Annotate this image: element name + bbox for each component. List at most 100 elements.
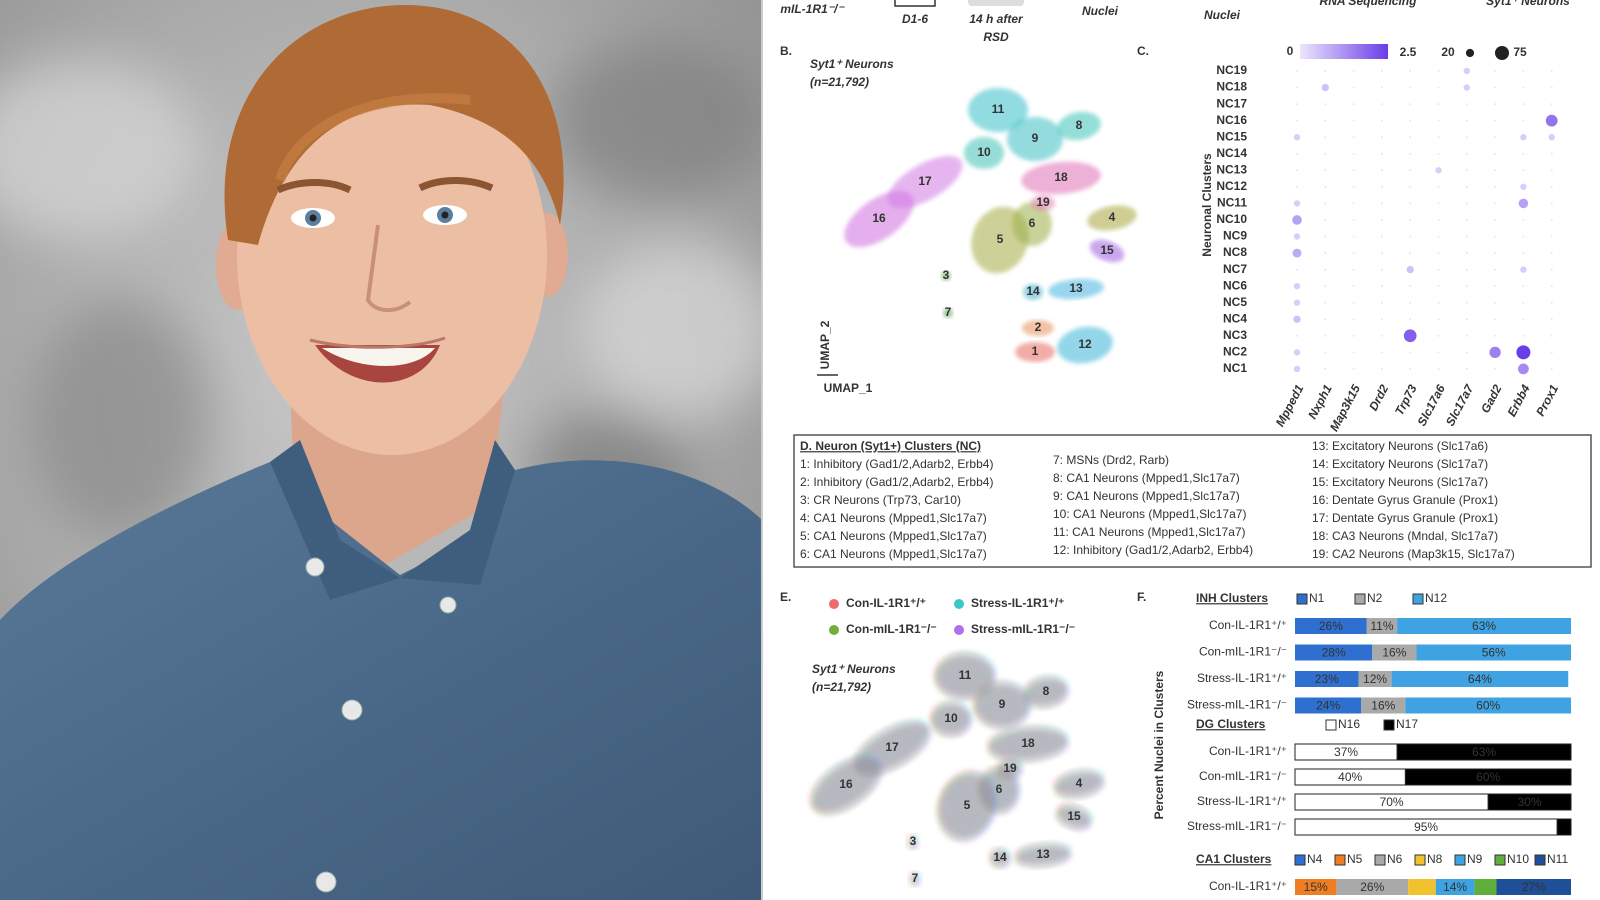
bar-label: 26% <box>1360 880 1384 894</box>
expression-dot <box>1465 169 1468 172</box>
bar-label: 27% <box>1522 880 1546 894</box>
expression-dot <box>1324 351 1327 354</box>
expression-dot <box>1494 218 1497 221</box>
row-label: NC3 <box>1223 328 1247 342</box>
umap-title: Syt1⁺ Neurons <box>812 662 896 676</box>
color-bar <box>1300 44 1388 59</box>
umap-cluster <box>1015 342 1055 362</box>
cluster-entry: 3: CR Neurons (Trp73, Car10) <box>800 493 961 507</box>
expression-dot <box>1522 103 1525 106</box>
legend-label: N2 <box>1367 591 1383 605</box>
row-label: NC14 <box>1216 146 1247 160</box>
expression-dot <box>1293 134 1301 141</box>
umap-cluster <box>990 730 1071 764</box>
axis-label: UMAP_1 <box>824 381 873 395</box>
expression-dot <box>1494 103 1497 106</box>
legend-label: N10 <box>1507 852 1529 866</box>
cluster-label: 9 <box>999 697 1006 711</box>
bar-label: 26% <box>1319 619 1343 633</box>
expression-dot <box>1296 103 1298 106</box>
expression-dot <box>1550 185 1553 188</box>
legend-swatch <box>1414 854 1426 866</box>
expression-dot <box>1293 233 1301 240</box>
expression-dot <box>1324 136 1327 139</box>
bar-label: 16% <box>1382 646 1406 660</box>
expression-dot <box>1465 218 1468 221</box>
schematic-box <box>968 0 1024 6</box>
legend-title: D. Neuron (Syt1+) Clusters (NC) <box>800 439 981 453</box>
umap-cluster <box>1023 284 1043 300</box>
bar-label: 24% <box>1316 699 1340 713</box>
legend-label: N17 <box>1396 717 1418 731</box>
umap-cluster <box>1021 161 1101 195</box>
row-label: Stress-IL-1R1⁺/⁺ <box>1197 671 1287 685</box>
umap-title: (n=21,792) <box>812 680 871 694</box>
expression-dot <box>1550 103 1553 106</box>
axis-label: UMAP_2 <box>818 320 832 369</box>
expression-dot <box>1324 285 1327 288</box>
expression-dot <box>1324 152 1327 155</box>
legend-label: Con-mIL-1R1⁻/⁻ <box>846 622 937 636</box>
expression-dot <box>1550 252 1553 255</box>
cluster-label: 6 <box>1029 216 1036 230</box>
expression-dot <box>1409 136 1412 139</box>
expression-dot <box>1296 152 1298 155</box>
umap-cluster <box>1087 205 1137 231</box>
row-label: NC18 <box>1216 80 1247 94</box>
expression-dot <box>1352 367 1355 370</box>
legend-label: N6 <box>1387 852 1403 866</box>
expression-dot <box>1352 119 1355 122</box>
bar-segment <box>1496 879 1571 895</box>
bar-segment <box>1435 879 1475 895</box>
row-label: NC16 <box>1216 113 1247 127</box>
legend-label: N1 <box>1309 591 1325 605</box>
row-label: NC4 <box>1223 311 1247 325</box>
umap-cluster <box>1022 320 1054 336</box>
expression-dot <box>1352 301 1355 304</box>
expression-dot <box>1380 235 1383 238</box>
legend-swatch <box>829 599 839 609</box>
expression-dot <box>1380 252 1383 255</box>
expression-dot <box>1522 318 1525 321</box>
expression-dot <box>1520 183 1527 191</box>
expression-dot <box>1324 218 1327 221</box>
expression-dot <box>1494 202 1497 205</box>
legend-label: N5 <box>1347 852 1363 866</box>
expression-dot <box>1321 83 1329 92</box>
expression-dot <box>1380 318 1383 321</box>
expression-dot <box>1324 119 1327 122</box>
expression-dot <box>1409 86 1412 89</box>
expression-dot <box>1520 266 1527 273</box>
gene-label: Gad2 <box>1478 382 1505 415</box>
expression-dot <box>1292 215 1302 225</box>
group-title: INH Clusters <box>1196 591 1268 605</box>
expression-dot <box>1293 200 1301 207</box>
gene-label: Mpped1 <box>1273 382 1307 429</box>
group-title: DG Clusters <box>1196 717 1266 731</box>
expression-dot <box>1550 218 1553 221</box>
cluster-entry: 1: Inhibitory (Gad1/2,Adarb2, Erbb4) <box>800 457 993 471</box>
cluster-label: 10 <box>944 711 958 725</box>
expression-dot <box>1409 252 1412 255</box>
bar-segment <box>1397 618 1571 634</box>
legend-swatch <box>1354 593 1366 605</box>
expression-dot <box>1296 70 1298 72</box>
expression-dot <box>1437 367 1440 370</box>
umap-cluster <box>1000 764 1024 780</box>
bar-label: 12% <box>1363 672 1387 686</box>
expression-dot <box>1380 301 1383 304</box>
expression-dot <box>1522 70 1525 72</box>
bar-label: 11% <box>1370 619 1393 633</box>
cluster-label: 14 <box>1026 284 1040 298</box>
expression-dot <box>1292 248 1302 258</box>
expression-dot <box>1352 185 1355 188</box>
legend-swatch <box>829 625 839 635</box>
expression-dot <box>1550 152 1553 155</box>
row-label: NC5 <box>1223 295 1247 309</box>
expression-dot <box>1545 114 1558 127</box>
expression-dot <box>1380 152 1383 155</box>
umap-cluster <box>1057 326 1113 364</box>
expression-dot <box>1380 351 1383 354</box>
row-label: NC8 <box>1223 245 1247 259</box>
cluster-label: 7 <box>912 871 919 885</box>
